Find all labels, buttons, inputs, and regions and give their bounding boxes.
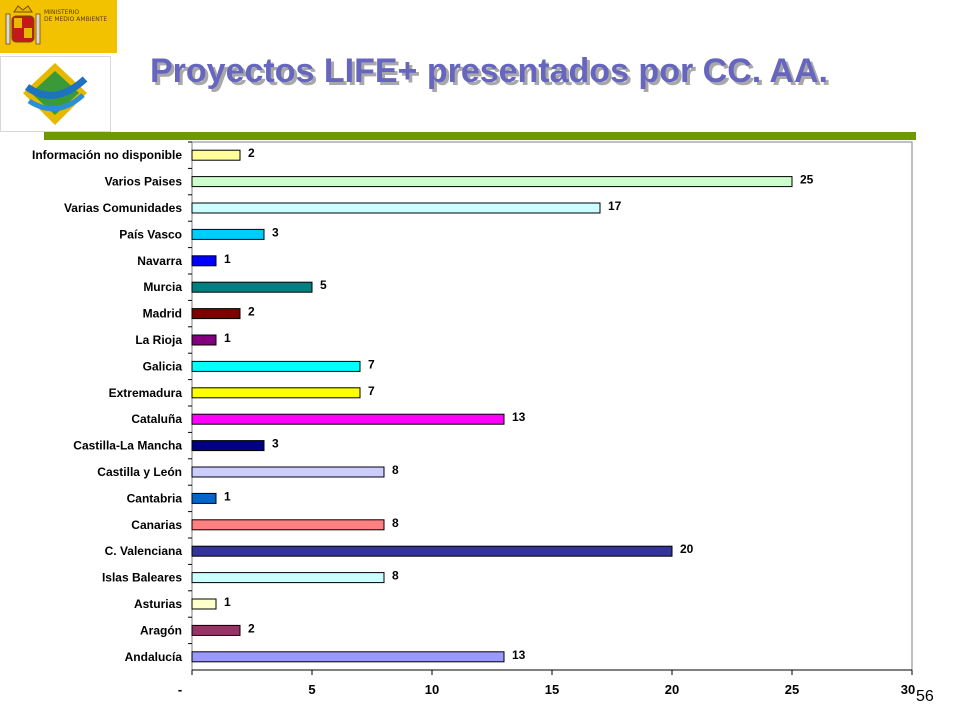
category-label: Varias Comunidades [64,201,182,215]
bar [191,651,505,663]
bar [191,334,217,346]
data-label: 8 [392,569,399,583]
bar [191,281,313,293]
category-label: Varios Paises [105,175,183,189]
x-tick-label: 5 [308,682,315,697]
data-label: 8 [392,463,399,477]
x-tick-label: 25 [785,682,799,697]
data-label: 8 [392,516,399,530]
bar [191,598,217,610]
network-logo [0,56,111,132]
data-label: 5 [320,278,327,292]
data-label: 17 [608,199,622,213]
bar [191,228,265,240]
data-label: 3 [272,225,279,239]
x-tick-label: 10 [425,682,439,697]
x-tick-label: 30 [901,682,915,697]
ministry-logo: MINISTERIO DE MEDIO AMBIENTE [0,0,117,53]
data-label: 7 [368,357,375,371]
bar [191,202,601,214]
category-label: Asturias [134,597,182,611]
coat-of-arms-icon [5,5,41,45]
x-tick-label: 15 [545,682,559,697]
bar [191,176,793,188]
data-label: 1 [224,252,231,266]
category-label: Castilla-La Mancha [73,439,182,453]
category-label: Galicia [143,359,183,373]
data-label: 13 [512,648,526,662]
data-label: 7 [368,384,375,398]
bar [191,624,241,636]
title-divider [44,132,916,140]
data-label: 1 [224,489,231,503]
ministry-logo-text: MINISTERIO DE MEDIO AMBIENTE [44,9,108,23]
category-label: Aragón [140,623,182,637]
bar [191,413,505,425]
bar [191,308,241,320]
data-label: 1 [224,595,231,609]
data-label: 13 [512,410,526,424]
category-label: Islas Baleares [102,571,182,585]
page-number: 56 [916,688,934,705]
bar [191,572,385,584]
data-label: 2 [248,621,255,635]
data-label: 3 [272,437,279,451]
category-label: Cataluña [131,412,182,426]
data-label: 25 [800,173,814,187]
plot-area [191,141,913,671]
category-label: Extremadura [109,386,183,400]
x-tick-label: - [178,682,182,697]
data-label: 2 [248,146,255,160]
bar [191,255,217,267]
bar [191,519,385,531]
data-label: 20 [680,542,694,556]
category-label: Madrid [143,307,182,321]
category-label: Cantabria [127,491,183,505]
bar [191,149,241,161]
page-title: Proyectos LIFE+ presentados por CC. AA. [150,52,828,90]
x-tick-label: 20 [665,682,679,697]
bar [191,492,217,504]
category-label: País Vasco [119,227,182,241]
category-label: Información no disponible [32,148,182,162]
category-label: Castilla y León [97,465,182,479]
category-label: C. Valenciana [105,544,183,558]
bar [191,440,265,452]
category-label: Canarias [131,518,182,532]
red-logo-icon [23,63,88,125]
category-label: Murcia [143,280,182,294]
category-label: Andalucía [125,650,183,664]
category-label: La Rioja [135,333,182,347]
data-label: 2 [248,305,255,319]
category-label: Navarra [137,254,182,268]
bar [191,360,361,372]
bar [191,545,673,557]
data-label: 1 [224,331,231,345]
bar [191,466,385,478]
bar [191,387,361,399]
